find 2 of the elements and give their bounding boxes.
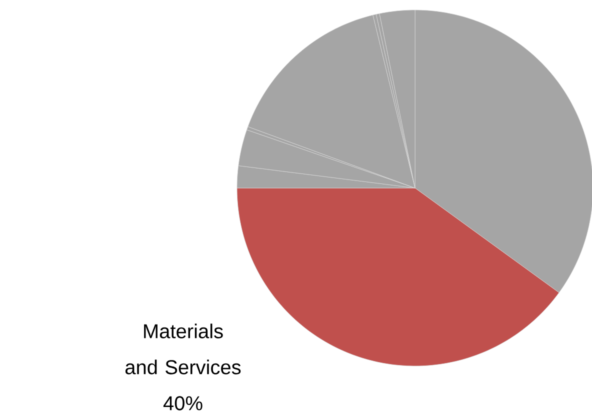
data-label: 40%: [163, 396, 202, 410]
slice-label: Materials and Services: [125, 324, 241, 374]
